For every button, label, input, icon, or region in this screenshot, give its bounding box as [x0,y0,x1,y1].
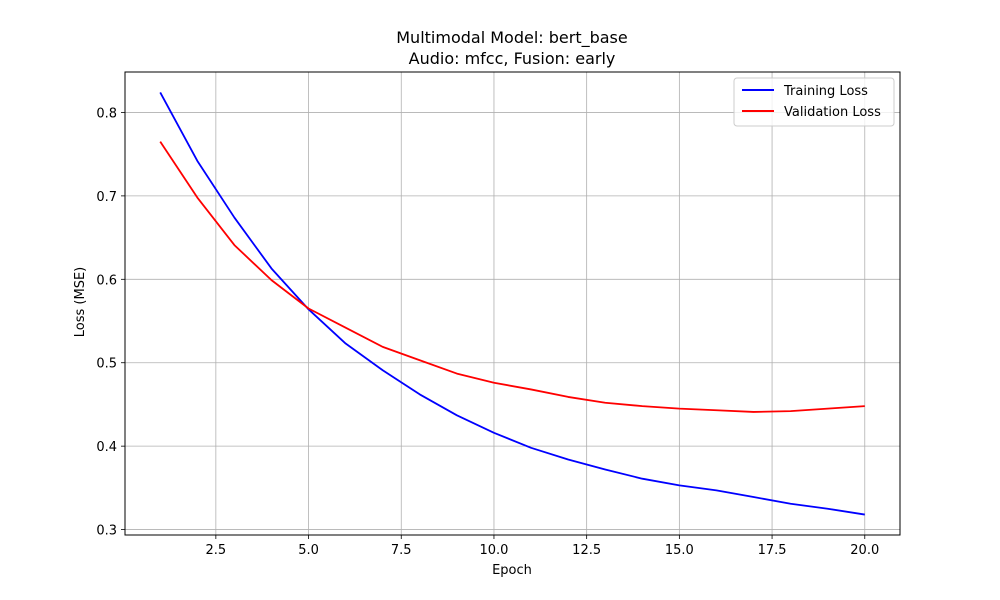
validation-loss-line [159,141,865,413]
x-tick-label: 5.0 [298,543,319,558]
y-tick-label: 0.3 [96,524,117,539]
x-tick-label: 20.0 [850,543,879,558]
chart-subtitle: Audio: mfcc, Fusion: early [409,49,616,68]
y-tick-label: 0.6 [96,273,117,288]
x-tick-label: 17.5 [758,543,787,558]
y-axis-label: Loss (MSE) [73,267,88,337]
x-tick-label: 7.5 [391,543,412,558]
x-tick-label: 10.0 [479,543,508,558]
x-tick-label: 2.5 [206,543,227,558]
x-tick-label: 15.0 [665,543,694,558]
y-tick-label: 0.5 [96,357,117,372]
y-tick-label: 0.7 [96,190,117,205]
chart-title: Multimodal Model: bert_base [396,28,627,48]
y-tick-label: 0.8 [96,106,117,121]
x-axis-label: Epoch [492,563,532,578]
x-tick-label: 12.5 [572,543,601,558]
training-loss-line [159,92,865,516]
legend-label-training: Training Loss [783,84,868,99]
grid-lines [125,72,900,535]
legend-label-validation: Validation Loss [784,105,881,120]
series-lines [159,92,865,516]
y-axis-ticks: 0.3 0.4 0.5 0.6 0.7 0.8 [96,106,125,539]
plot-area [124,71,901,536]
y-tick-label: 0.4 [96,440,117,455]
legend: Training Loss Validation Loss [733,77,895,127]
x-axis-ticks: 2.5 5.0 7.5 10.0 12.5 15.0 17.5 20.0 [206,535,879,558]
